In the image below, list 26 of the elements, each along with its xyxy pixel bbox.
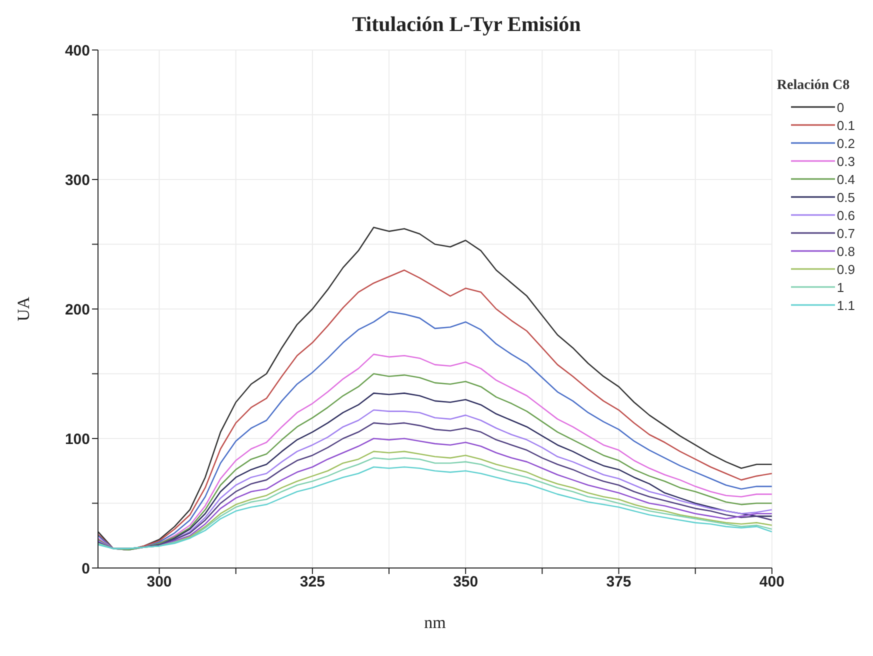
x-tick-label: 400 <box>759 574 784 591</box>
legend-label: 0.6 <box>836 208 855 222</box>
legend-label: 1 <box>836 280 844 294</box>
legend-label: 0.9 <box>836 262 855 276</box>
x-tick-label: 375 <box>606 574 632 591</box>
legend-label: 0.5 <box>836 190 855 204</box>
x-tick-label: 350 <box>453 574 478 591</box>
y-tick-label: 400 <box>64 42 90 60</box>
y-tick-label: 300 <box>64 172 90 189</box>
legend-label: 0.4 <box>836 172 855 186</box>
y-tick-label: 100 <box>64 430 90 448</box>
y-tick-label: 200 <box>64 301 90 318</box>
legend-title: Relación C8 <box>776 78 851 94</box>
x-axis-title: nm <box>424 613 446 632</box>
x-tick-label: 325 <box>300 574 325 591</box>
legend-label: 0.1 <box>836 118 855 132</box>
chart-title: Titulación L-Tyr Emisión <box>351 12 582 37</box>
x-tick-label: 300 <box>146 574 172 591</box>
legend-label: 0.3 <box>836 154 855 168</box>
y-tick-label: 0 <box>82 560 90 578</box>
legend-label: 0.2 <box>836 136 855 150</box>
y-axis-title: UA <box>14 296 34 322</box>
legend-label: 0.7 <box>836 226 855 240</box>
legend-label: 0.8 <box>836 244 855 258</box>
legend-label: 1.1 <box>836 298 855 312</box>
legend-label: 0 <box>836 100 844 114</box>
